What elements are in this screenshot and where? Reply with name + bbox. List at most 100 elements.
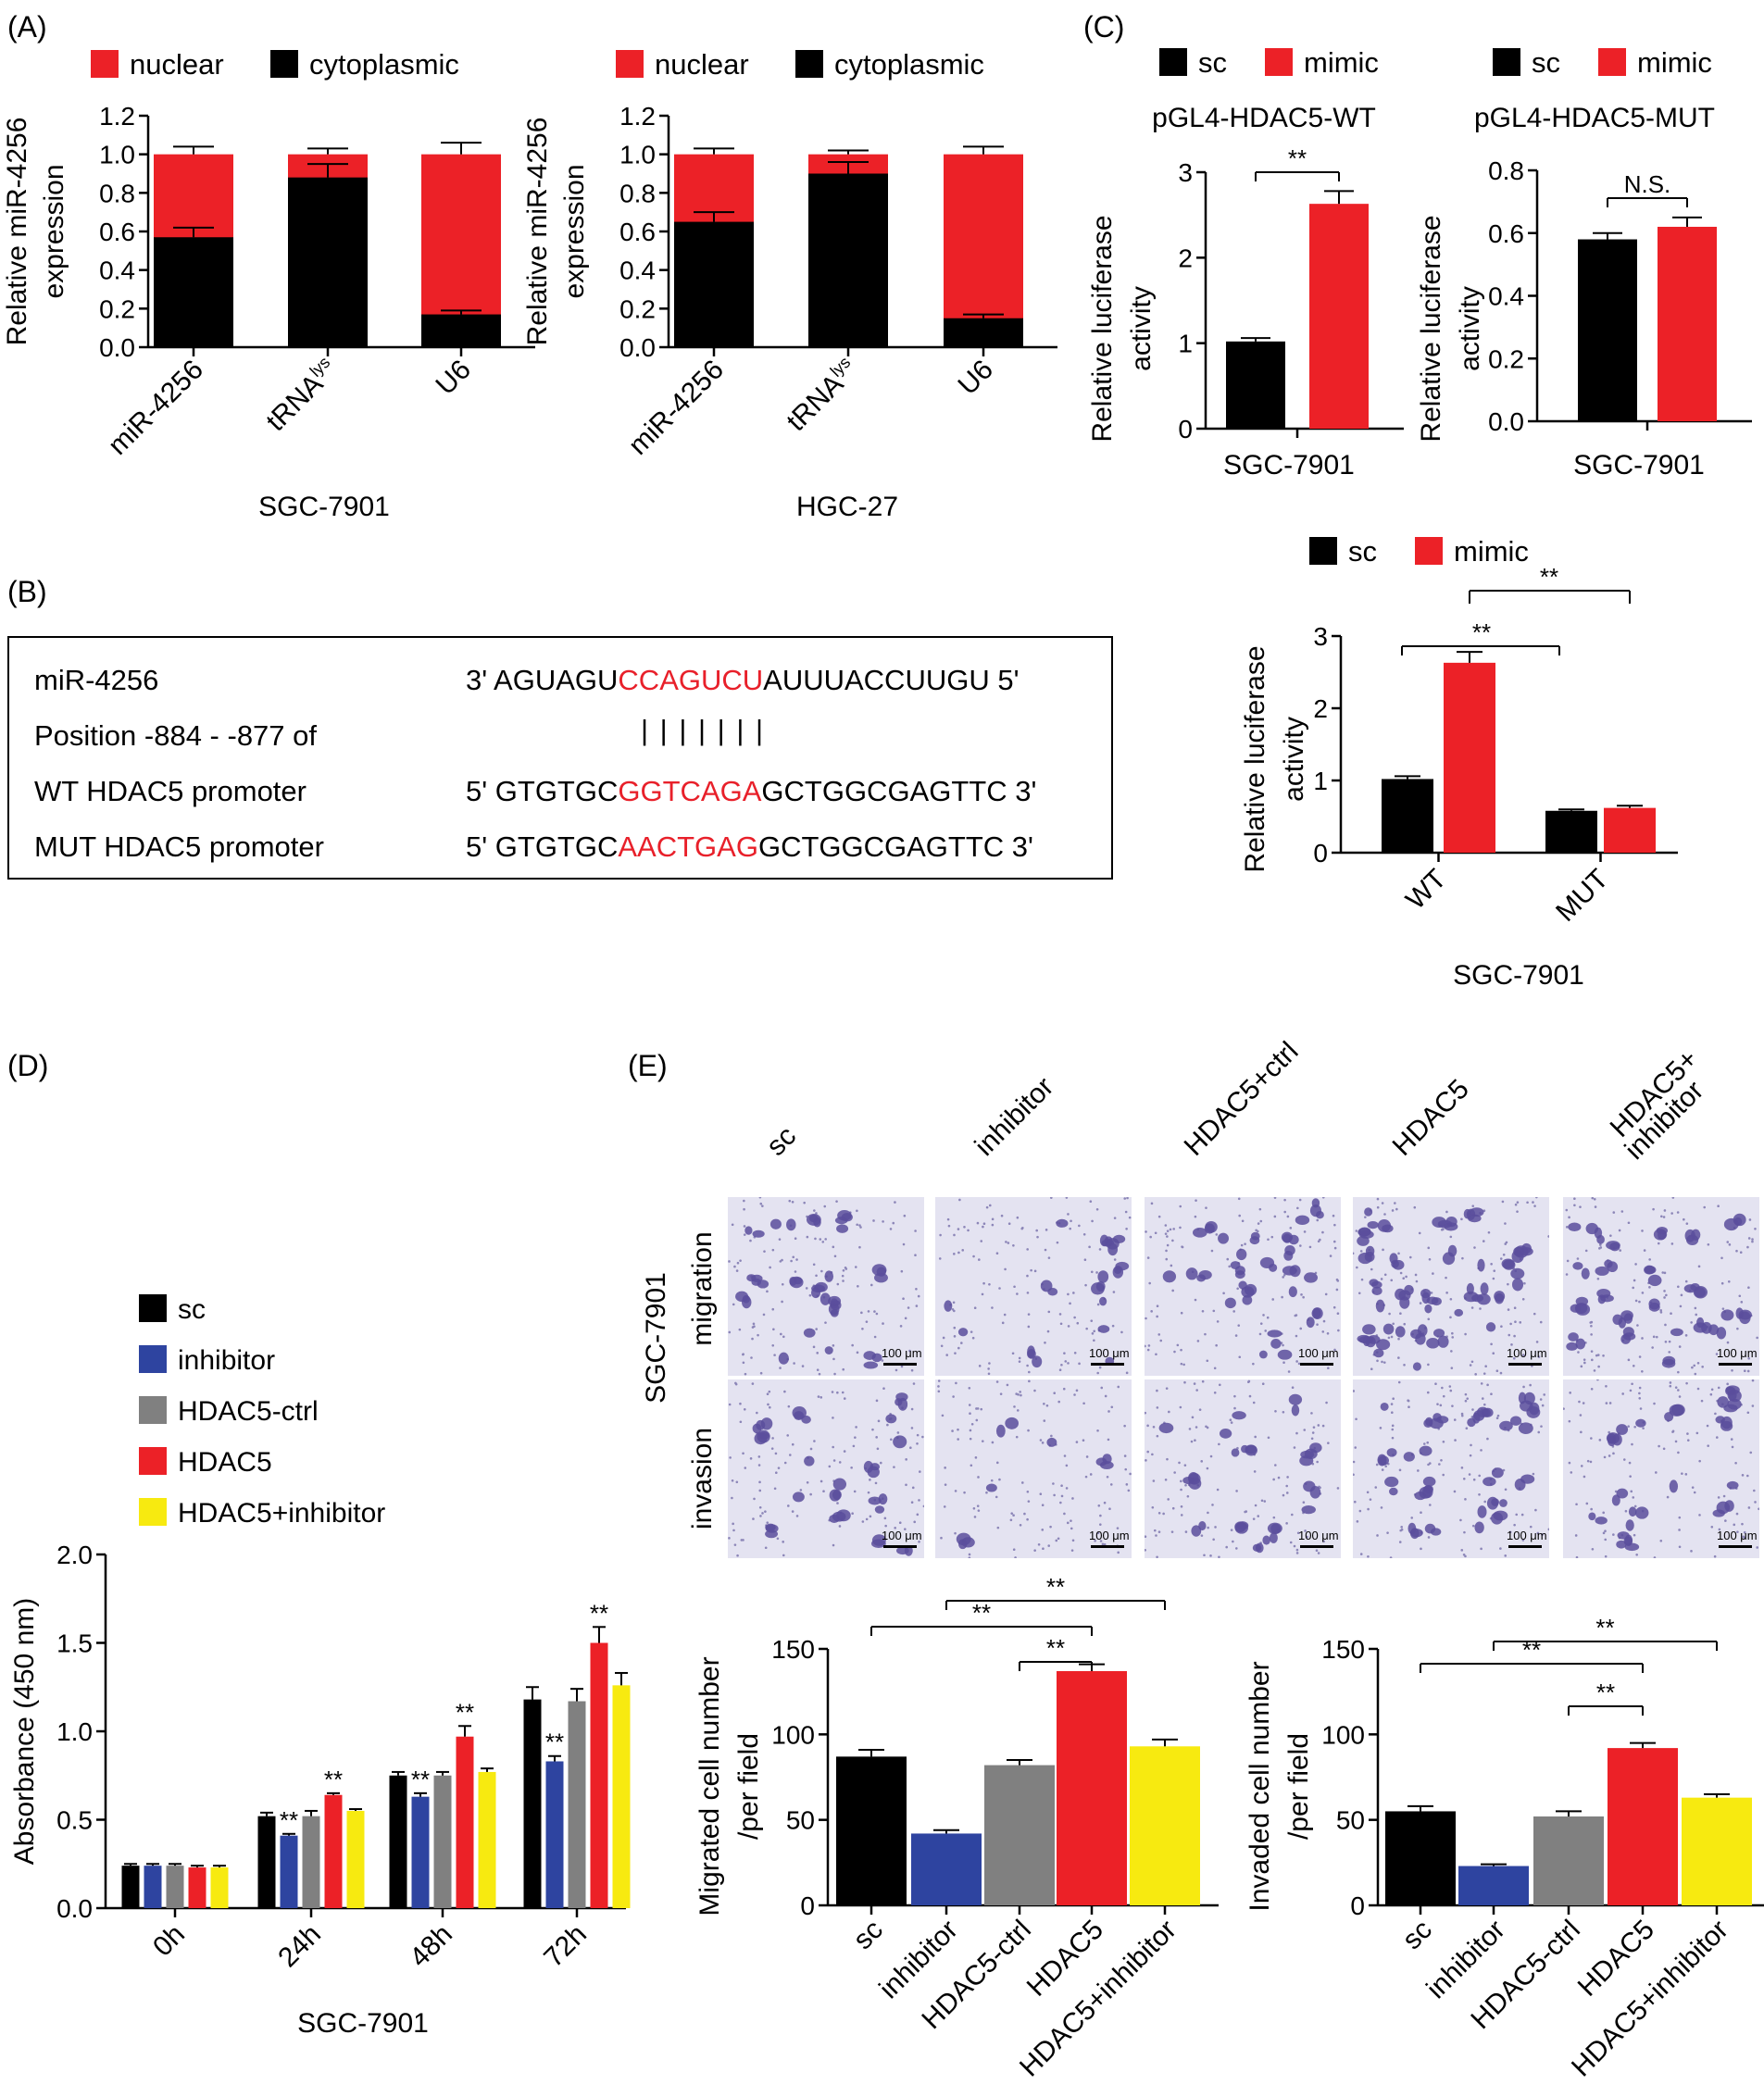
stained-cell — [1476, 1293, 1491, 1305]
membrane-pore — [1212, 1538, 1215, 1542]
membrane-pore — [1258, 1332, 1262, 1336]
membrane-pore — [1507, 1282, 1509, 1286]
membrane-pore — [1317, 1424, 1320, 1427]
membrane-pore — [1726, 1241, 1730, 1243]
membrane-pore — [987, 1367, 990, 1370]
stained-cell — [1188, 1472, 1201, 1485]
membrane-pore — [1085, 1327, 1088, 1330]
membrane-pore — [1515, 1513, 1519, 1517]
mut-sequence: 5' GTGTGCAACTGAGGCTGGCGAGTTC 3' — [466, 830, 1033, 864]
stained-cell — [1726, 1480, 1739, 1490]
stained-cell — [1303, 1480, 1316, 1492]
membrane-pore — [1176, 1343, 1180, 1347]
membrane-pore — [1680, 1293, 1683, 1297]
d-bar-sc — [389, 1775, 407, 1908]
membrane-pore — [820, 1269, 823, 1273]
c-mut-legend-mimic-swatch — [1598, 48, 1626, 76]
membrane-pore — [1670, 1212, 1673, 1215]
stained-cell — [1568, 1332, 1579, 1342]
membrane-pore — [895, 1368, 898, 1372]
membrane-pore — [1594, 1205, 1597, 1208]
membrane-pore — [1041, 1442, 1045, 1444]
stained-cell — [1224, 1297, 1236, 1309]
d-sig: ** — [280, 1806, 298, 1834]
membrane-pore — [1717, 1205, 1720, 1208]
membrane-pore — [852, 1444, 856, 1448]
c-comb-sig-low: ** — [1472, 618, 1491, 646]
scale-bar — [1508, 1363, 1542, 1366]
membrane-pore — [1721, 1307, 1725, 1310]
membrane-pore — [1010, 1512, 1014, 1515]
membrane-pore — [1462, 1553, 1466, 1556]
membrane-pore — [799, 1489, 803, 1492]
membrane-pore — [758, 1480, 761, 1484]
membrane-pore — [1181, 1245, 1183, 1248]
membrane-pore — [1596, 1379, 1599, 1381]
micrograph-image — [1145, 1197, 1341, 1376]
membrane-pore — [851, 1343, 854, 1347]
stained-cell — [1575, 1303, 1591, 1316]
membrane-pore — [1641, 1292, 1645, 1294]
membrane-pore — [1117, 1385, 1120, 1389]
membrane-pore — [899, 1325, 903, 1328]
membrane-pore — [757, 1464, 761, 1467]
d-bar-inhibitor — [411, 1796, 430, 1908]
membrane-pore — [945, 1354, 948, 1356]
e-mig-sig-2: ** — [1046, 1573, 1065, 1601]
membrane-pore — [975, 1418, 979, 1422]
membrane-pore — [886, 1423, 889, 1427]
d-bar-HDAC5+inhibitor — [478, 1771, 496, 1908]
stained-cell — [1097, 1325, 1110, 1333]
e-inv-ylabel-2: /per field — [1283, 1733, 1314, 1840]
membrane-pore — [942, 1336, 945, 1340]
membrane-pore — [1075, 1441, 1079, 1443]
membrane-pore — [1422, 1442, 1426, 1445]
membrane-pore — [1215, 1233, 1219, 1236]
membrane-pore — [1523, 1281, 1526, 1285]
membrane-pore — [1536, 1531, 1540, 1535]
membrane-pore — [1403, 1363, 1406, 1367]
membrane-pore — [1731, 1368, 1733, 1372]
stained-cell — [1056, 1218, 1069, 1228]
membrane-pore — [1504, 1222, 1507, 1225]
membrane-pore — [1013, 1285, 1016, 1289]
membrane-pore — [1384, 1465, 1388, 1468]
membrane-pore — [1014, 1556, 1017, 1558]
membrane-pore — [1274, 1409, 1277, 1413]
stained-cell — [1099, 1461, 1114, 1470]
stained-cell — [1491, 1498, 1500, 1506]
membrane-pore — [998, 1478, 1001, 1481]
membrane-pore — [813, 1440, 816, 1442]
membrane-pore — [1026, 1364, 1029, 1367]
membrane-pore — [981, 1440, 984, 1442]
membrane-pore — [938, 1257, 942, 1260]
membrane-pore — [1580, 1430, 1583, 1434]
membrane-pore — [1693, 1491, 1696, 1494]
membrane-pore — [1282, 1276, 1284, 1279]
membrane-pore — [1707, 1242, 1710, 1246]
membrane-pore — [882, 1387, 885, 1391]
membrane-pore — [1751, 1240, 1754, 1243]
stained-cell — [1282, 1266, 1297, 1276]
membrane-pore — [1206, 1359, 1209, 1363]
membrane-pore — [1663, 1290, 1666, 1292]
membrane-pore — [781, 1282, 784, 1286]
membrane-pore — [1013, 1405, 1016, 1408]
stained-cell — [1483, 1477, 1496, 1487]
panel-label-a: (A) — [7, 10, 47, 44]
d-legend-3-swatch — [139, 1447, 167, 1475]
d-bar-sc — [523, 1699, 542, 1908]
membrane-pore — [998, 1287, 1001, 1290]
stained-cell — [1311, 1198, 1320, 1208]
membrane-pore — [1146, 1424, 1149, 1428]
membrane-pore — [1267, 1238, 1270, 1242]
membrane-pore — [1047, 1544, 1051, 1547]
membrane-pore — [824, 1321, 827, 1324]
membrane-pore — [1234, 1334, 1238, 1337]
membrane-pore — [1164, 1232, 1168, 1235]
membrane-pore — [1272, 1478, 1275, 1481]
membrane-pore — [957, 1228, 960, 1230]
membrane-pore — [1229, 1418, 1232, 1421]
membrane-pore — [1679, 1304, 1683, 1308]
membrane-pore — [756, 1411, 758, 1415]
